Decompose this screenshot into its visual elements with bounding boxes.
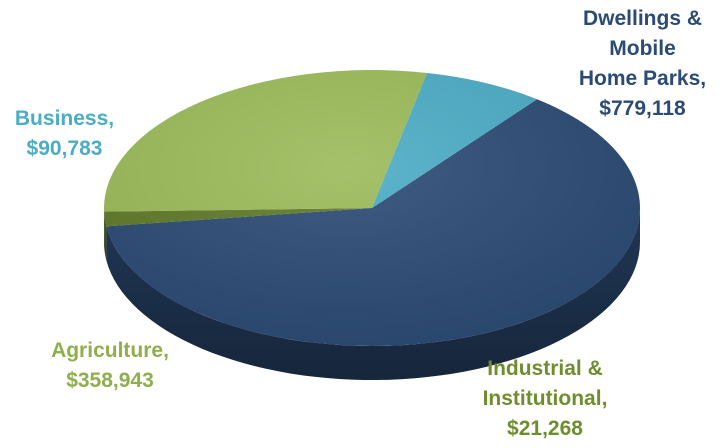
label-agriculture: Agriculture, $358,943 <box>30 336 190 396</box>
pie-side-shade-dwellings-mobile-home-parks <box>106 208 641 380</box>
label-dwellings-line-2: Mobile <box>609 37 676 60</box>
label-dwellings-line-3: Home Parks, <box>578 67 707 90</box>
label-agriculture-line-1: Agriculture, <box>51 339 169 362</box>
label-industrial-institutional: Industrial & Institutional, $21,268 <box>465 354 625 444</box>
label-dwellings-mobile-home-parks: Dwellings & Mobile Home Parks, $779,118 <box>560 4 725 124</box>
label-agriculture-value: $358,943 <box>66 369 154 392</box>
label-business-value: $90,783 <box>26 137 103 160</box>
label-industrial-value: $21,268 <box>507 417 583 440</box>
label-business-line-1: Business, <box>14 107 115 130</box>
label-dwellings-value: $779,118 <box>599 97 686 120</box>
label-industrial-line-1: Industrial & <box>487 357 603 380</box>
label-business: Business, $90,783 <box>2 104 127 164</box>
label-industrial-line-2: Institutional, <box>482 387 608 410</box>
pie-side-shade-industrial-institutional <box>104 211 107 261</box>
label-dwellings-line-1: Dwellings & <box>582 7 703 30</box>
pie-top-gloss <box>104 70 640 346</box>
